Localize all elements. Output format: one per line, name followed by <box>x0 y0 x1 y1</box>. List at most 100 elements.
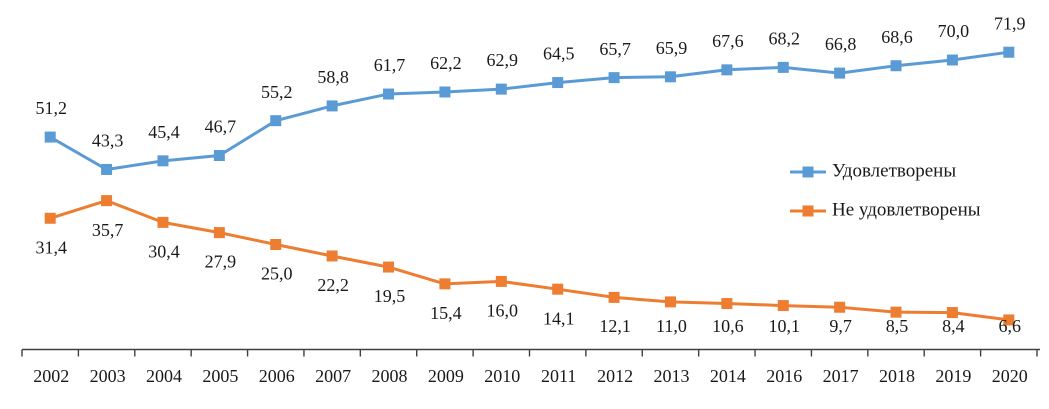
data-point-marker <box>1003 314 1015 326</box>
x-tick-label: 2012 <box>597 366 633 386</box>
x-tick-label: 2009 <box>428 366 464 386</box>
data-point-marker <box>495 275 507 287</box>
x-axis: 2002 2003 2004 2005 2006 2007 2008 2009 2010 2011… <box>21 348 1040 386</box>
data-label: 16,0 <box>487 301 519 321</box>
data-point-marker <box>270 115 282 127</box>
legend-swatch-marker <box>802 166 814 178</box>
data-point-marker <box>552 77 564 89</box>
x-tick-label: 2007 <box>315 366 351 386</box>
data-point-marker <box>946 307 958 319</box>
legend-swatch-marker <box>802 205 814 217</box>
data-point-marker <box>664 71 676 83</box>
data-point-marker <box>213 150 225 162</box>
data-label: 61,7 <box>374 55 406 75</box>
data-label: 67,6 <box>712 31 744 51</box>
data-point-marker <box>608 72 620 84</box>
data-point-marker <box>1003 46 1015 58</box>
legend: Удовлетворены Не удовлетворены <box>790 160 981 220</box>
data-label: 10,6 <box>712 316 744 336</box>
data-label: 8,5 <box>886 316 909 336</box>
x-tick-label: 2005 <box>202 366 238 386</box>
data-label: 11,0 <box>656 316 687 336</box>
series-2: 31,4 35,7 30,4 27,9 25,0 22,2 19,5 15,4 16,0 14,1… <box>35 195 1021 336</box>
data-point-marker <box>383 261 395 273</box>
x-tick-label: 2017 <box>823 366 859 386</box>
data-point-marker <box>326 100 338 112</box>
legend-label: Удовлетворены <box>832 160 956 181</box>
data-label: 68,6 <box>881 27 913 47</box>
legend-item-not-satisfied: Не удовлетворены <box>790 199 981 220</box>
data-point-marker <box>777 61 789 73</box>
data-point-marker <box>495 83 507 95</box>
data-label: 64,5 <box>543 44 575 64</box>
series-line <box>49 199 1009 322</box>
data-label: 35,7 <box>92 220 124 240</box>
data-point-marker <box>664 296 676 308</box>
data-point-marker <box>326 250 338 262</box>
x-tick-label: 2016 <box>766 366 802 386</box>
legend-item-satisfied: Удовлетворены <box>790 160 956 181</box>
x-tick-label: 2003 <box>90 366 126 386</box>
data-label: 65,7 <box>599 39 631 59</box>
data-label: 30,4 <box>148 241 180 261</box>
data-label: 51,2 <box>35 98 67 118</box>
x-tick-label: 2008 <box>372 366 408 386</box>
data-point-marker <box>101 163 113 175</box>
data-point-marker <box>157 155 169 167</box>
x-tick-label: 2019 <box>935 366 971 386</box>
data-label: 62,2 <box>430 53 462 73</box>
legend-label: Не удовлетворены <box>832 199 981 220</box>
data-point-marker <box>101 195 113 207</box>
data-label: 15,4 <box>430 303 462 323</box>
data-point-marker <box>383 88 395 100</box>
data-label: 19,5 <box>374 286 406 306</box>
data-point-marker <box>721 298 733 310</box>
data-label: 46,7 <box>205 117 237 137</box>
data-label: 22,2 <box>317 275 349 295</box>
data-label: 66,8 <box>825 34 857 54</box>
data-label: 55,2 <box>261 82 293 102</box>
x-tick-label: 2011 <box>541 366 576 386</box>
data-point-marker <box>157 216 169 228</box>
data-label: 70,0 <box>938 21 970 41</box>
data-point-marker <box>213 227 225 239</box>
data-label: 58,8 <box>317 67 349 87</box>
data-label: 27,9 <box>205 252 237 272</box>
x-tick-label: 2002 <box>33 366 69 386</box>
x-tick-label: 2013 <box>653 366 689 386</box>
data-point-marker <box>721 64 733 76</box>
data-point-marker <box>439 278 451 290</box>
series-line <box>49 50 1010 171</box>
data-point-marker <box>608 291 620 303</box>
data-label: 8,4 <box>942 316 965 336</box>
x-tick-label: 2020 <box>992 366 1028 386</box>
data-point-marker <box>439 86 451 98</box>
data-label: 10,1 <box>769 316 801 336</box>
data-label: 31,4 <box>35 237 67 257</box>
data-label: 71,9 <box>994 13 1026 33</box>
data-label: 25,0 <box>261 264 293 284</box>
data-label: 62,9 <box>487 50 519 70</box>
data-point-marker <box>946 54 958 66</box>
x-tick-label: 2004 <box>146 366 182 386</box>
data-point-marker <box>44 131 56 143</box>
data-label: 43,3 <box>92 131 124 151</box>
x-tick-label: 2006 <box>259 366 295 386</box>
data-point-marker <box>834 67 846 79</box>
series-layer: 51,2 43,3 45,4 46,7 55,2 58,8 61,7 62,2 62,9 64,5… <box>35 13 1025 336</box>
data-point-marker <box>552 283 564 295</box>
data-label: 6,6 <box>999 316 1022 336</box>
data-point-marker <box>890 306 902 318</box>
data-point-marker <box>44 212 56 224</box>
data-point-marker <box>890 60 902 72</box>
x-tick-label: 2018 <box>879 366 915 386</box>
x-tick-label: 2014 <box>710 366 746 386</box>
data-point-marker <box>834 301 846 313</box>
data-label: 14,1 <box>543 308 575 328</box>
series-1: 51,2 43,3 45,4 46,7 55,2 58,8 61,7 62,2 62,9 64,5… <box>35 13 1026 175</box>
data-point-marker <box>270 239 282 250</box>
data-label: 65,9 <box>656 38 688 58</box>
data-label: 9,7 <box>829 316 852 336</box>
data-label: 45,4 <box>148 122 180 142</box>
